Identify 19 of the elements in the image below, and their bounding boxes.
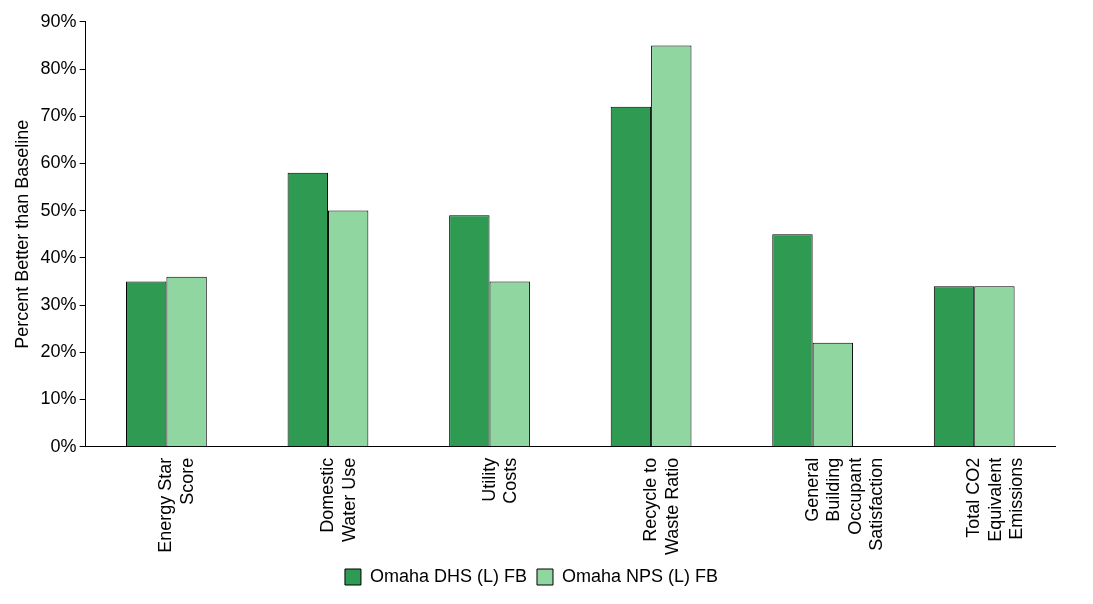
y-tick-label: 10%: [40, 388, 77, 409]
legend-label: Omaha NPS (L) FB: [562, 565, 719, 586]
x-tick-label: General Building Occupant Satisfaction: [801, 457, 887, 551]
x-tick-label: Utility Costs: [478, 457, 521, 504]
legend-label: Omaha DHS (L) FB: [369, 565, 528, 586]
x-tick-label: Recycle to Waste Ratio: [640, 457, 682, 556]
y-tick-label: 30%: [40, 293, 77, 314]
x-tick-label: Energy Star Score: [155, 457, 197, 553]
x-tick-label: Domestic Water Use: [316, 457, 359, 542]
y-tick-label: 70%: [40, 105, 77, 126]
y-axis-title: Percent Better than Baseline: [11, 119, 32, 349]
y-tick-label: 0%: [50, 435, 77, 456]
y-tick-label: 50%: [40, 199, 77, 220]
x-tick-label: Total CO2 Equivalent Emissions: [963, 457, 1027, 542]
y-tick-label: 40%: [40, 246, 77, 267]
y-tick-label: 60%: [40, 152, 77, 173]
y-tick-label: 90%: [40, 10, 77, 31]
y-tick-label: 20%: [40, 341, 77, 362]
y-tick-label: 80%: [40, 57, 77, 78]
